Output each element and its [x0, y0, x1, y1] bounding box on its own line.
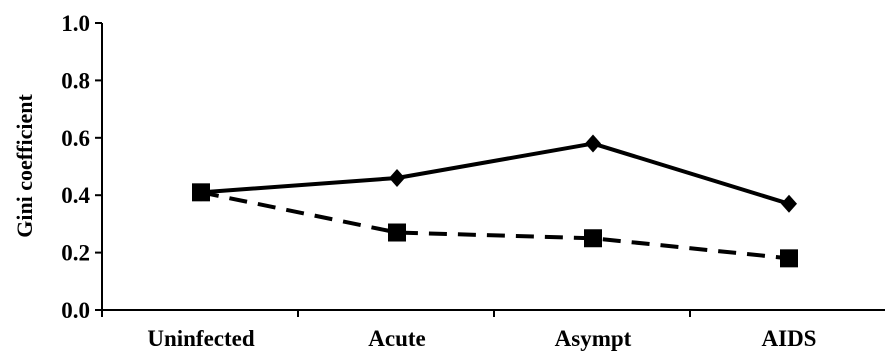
y-tick-label: 0.0 [61, 298, 90, 323]
x-tick-label: AIDS [762, 326, 817, 351]
square-marker [192, 183, 210, 202]
y-ticks: 0.0 0.2 0.4 0.6 0.8 1.0 [61, 11, 102, 323]
axes [101, 23, 885, 311]
diamond-marker [781, 194, 797, 213]
series-group [192, 134, 798, 268]
y-axis-label: Gini coefficient [12, 94, 37, 238]
y-tick-label: 0.6 [61, 126, 90, 151]
x-tick-label: Uninfected [147, 326, 255, 351]
square-marker [780, 249, 798, 268]
y-tick-label: 0.4 [61, 183, 90, 208]
x-ticks: Uninfected Acute Asympt AIDS [101, 310, 817, 351]
diamond-marker [585, 134, 601, 153]
diamond-marker [389, 168, 405, 187]
square-marker [388, 223, 406, 242]
y-tick-label: 1.0 [61, 11, 90, 36]
square-marker [584, 229, 602, 248]
y-tick-label: 0.8 [61, 68, 90, 93]
y-tick-label: 0.2 [61, 241, 90, 266]
x-tick-label: Asympt [555, 326, 632, 351]
x-tick-label: Acute [368, 326, 425, 351]
series-line [200, 190, 790, 261]
series-line [200, 141, 790, 206]
